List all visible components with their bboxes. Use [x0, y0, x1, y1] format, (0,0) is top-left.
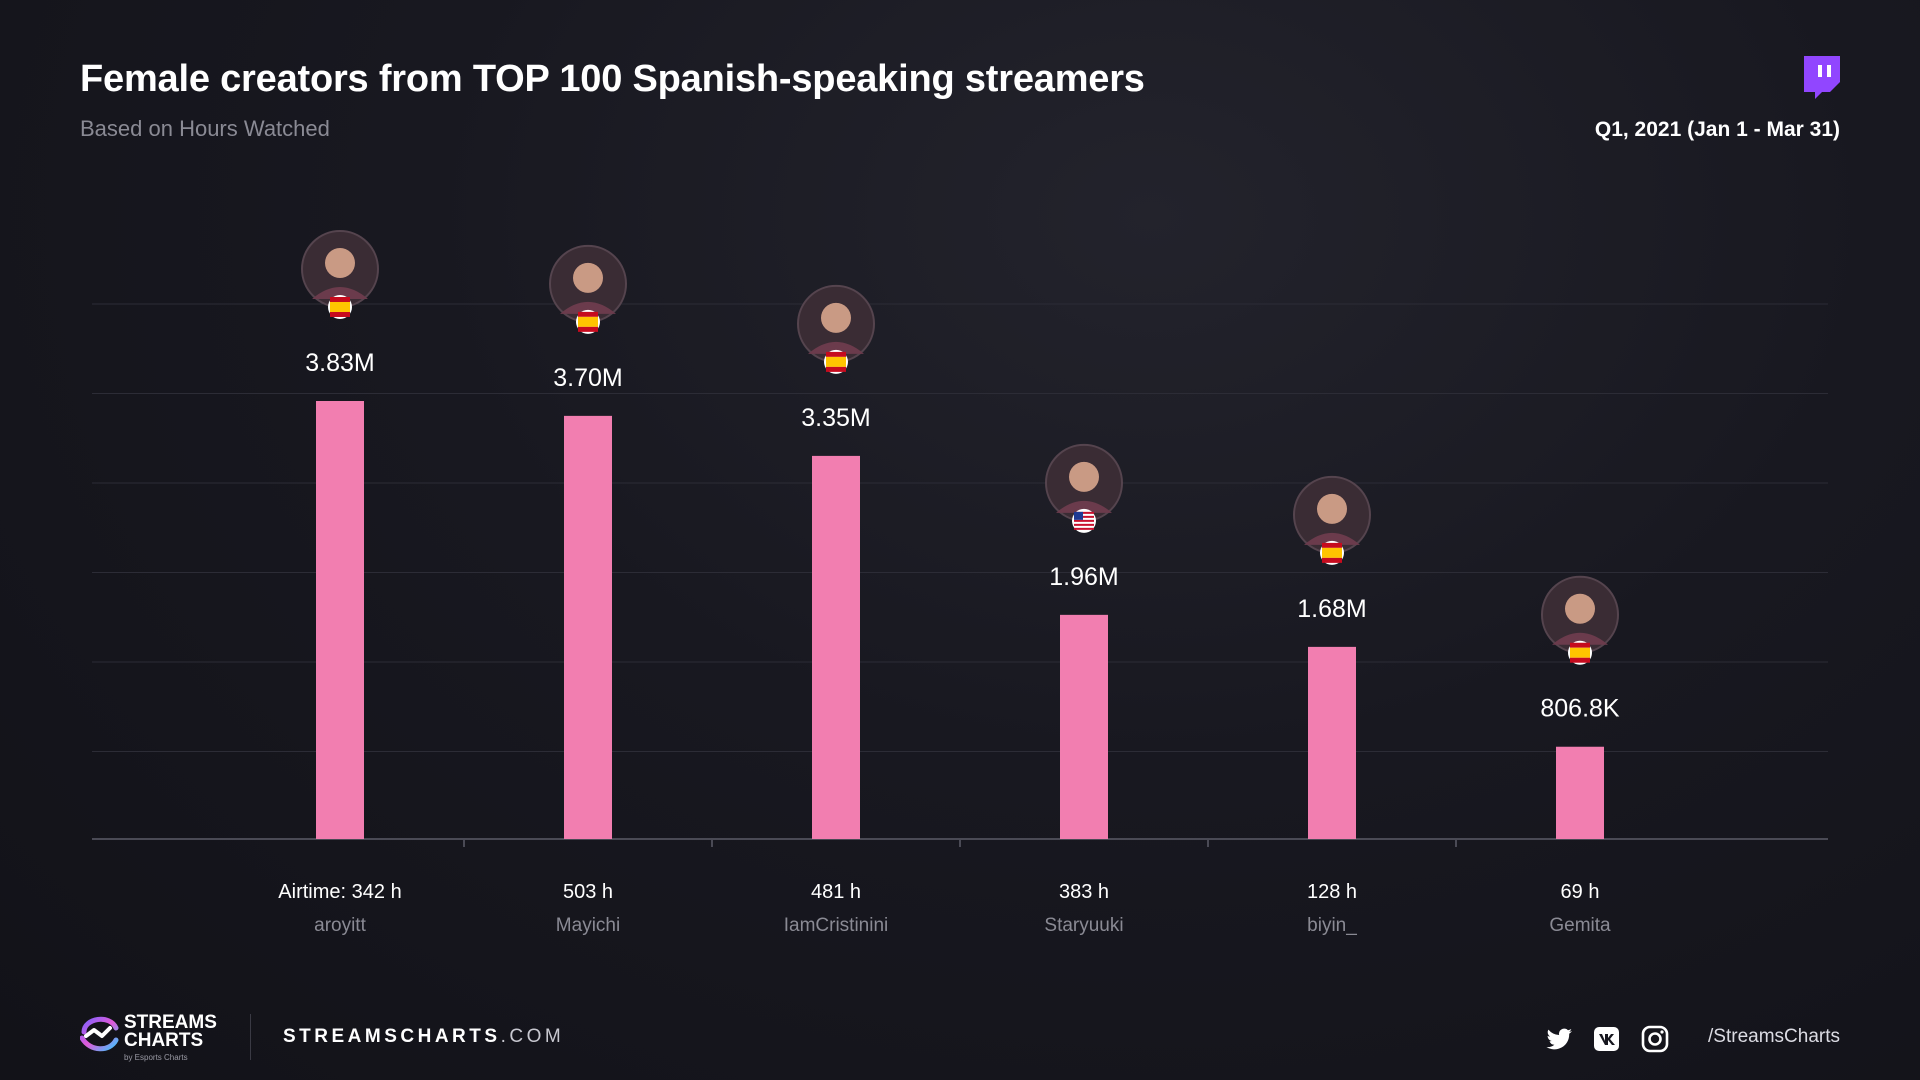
flag-stripe: [578, 326, 598, 332]
avatar-body: [312, 287, 368, 299]
avatar-staryuuki-icon[interactable]: [1045, 443, 1123, 522]
value-label: 1.68M: [1297, 595, 1366, 623]
instagram-icon[interactable]: [1640, 1024, 1670, 1054]
flag-stripe: [1322, 542, 1342, 548]
airtime-label: 69 h: [1561, 881, 1600, 903]
avatar-biyin-icon[interactable]: [1293, 475, 1371, 554]
flag-stripe: [1570, 657, 1590, 663]
avatar-face: [1317, 493, 1347, 524]
flag-stripe: [826, 356, 846, 367]
social-handle[interactable]: /StreamsCharts: [1708, 1026, 1840, 1047]
airtime-label: 383 h: [1059, 881, 1109, 903]
category-label: Staryuuki: [1044, 915, 1123, 936]
avatar-aroyitt-icon[interactable]: [301, 230, 379, 308]
flag-stripe: [1074, 511, 1094, 514]
footer-divider: [250, 1014, 251, 1060]
value-label: 3.35M: [801, 404, 870, 432]
category-label: Mayichi: [556, 915, 620, 936]
brand-subline: by Esports Charts: [124, 1053, 188, 1062]
streamscharts-logo-icon: [80, 1016, 119, 1052]
flag-stripe: [1074, 523, 1094, 526]
flag-stripe: [1074, 527, 1094, 530]
airtime-label: 481 h: [811, 881, 861, 903]
brand-line-2: CHARTS: [124, 1030, 204, 1051]
flag-stripe: [330, 312, 350, 317]
avatar-body: [1056, 500, 1112, 513]
bar-biyin_: [1308, 646, 1356, 839]
flag-stripe: [1322, 557, 1342, 563]
value-label: 3.70M: [553, 364, 622, 392]
airtime-label: 503 h: [563, 881, 613, 903]
spain-flag-icon: [1568, 640, 1592, 665]
value-label: 806.8K: [1540, 695, 1620, 723]
flag-stripe: [1570, 642, 1590, 648]
avatar-face: [573, 262, 603, 293]
avatar-body: [1304, 532, 1360, 545]
flag-stripe: [826, 366, 846, 372]
spain-flag-icon: [576, 309, 600, 334]
category-label: aroyitt: [314, 915, 366, 936]
flag-stripe: [1322, 547, 1342, 558]
bar-Mayichi: [564, 415, 612, 839]
site-name: STREAMSCHARTS: [283, 1026, 501, 1047]
brand-name: STREAMS CHARTS: [124, 1012, 217, 1051]
avatar-body: [1552, 632, 1608, 645]
vk-icon[interactable]: [1592, 1024, 1622, 1054]
avatar-face: [325, 248, 355, 278]
airtime-label: Airtime: 342 h: [278, 881, 401, 903]
flag-stripe: [1570, 647, 1590, 658]
category-label: IamCristinini: [784, 915, 889, 936]
flag-stripe: [330, 302, 350, 312]
site-domain: .COM: [500, 1026, 565, 1047]
brand-line-1: STREAMS: [124, 1012, 217, 1033]
flag-stripe: [330, 297, 350, 302]
chart-subtitle: Based on Hours Watched: [80, 116, 330, 141]
category-label: biyin_: [1307, 915, 1357, 936]
value-label: 3.83M: [305, 349, 374, 377]
bar-Gemita: [1556, 746, 1604, 839]
period-label: Q1, 2021 (Jan 1 - Mar 31): [1594, 118, 1840, 141]
value-label: 1.96M: [1049, 563, 1118, 591]
bar-Staryuuki: [1060, 614, 1108, 839]
avatar-mayichi-icon[interactable]: [549, 244, 627, 323]
avatar-body: [808, 341, 864, 354]
twitter-icon[interactable]: [1544, 1024, 1574, 1054]
spain-flag-icon: [328, 295, 352, 319]
usa-flag-icon: [1072, 508, 1096, 533]
airtime-label: 128 h: [1307, 881, 1357, 903]
website-link[interactable]: STREAMSCHARTS.COM: [283, 1026, 564, 1048]
flag-stripe: [826, 351, 846, 357]
flag-canton: [1074, 511, 1083, 520]
avatar-face: [1565, 593, 1595, 624]
flag-stripe: [1074, 519, 1094, 522]
avatar-face: [1069, 461, 1099, 492]
spain-flag-icon: [1320, 540, 1344, 565]
avatar-body: [560, 301, 616, 314]
avatar-face: [821, 302, 851, 333]
bar-aroyitt: [316, 401, 364, 839]
flag-stripe: [578, 316, 598, 327]
avatar-gemita-icon[interactable]: [1541, 575, 1619, 654]
category-label: Gemita: [1549, 915, 1611, 936]
bar-chart: 3.83M Airtime: 342 h aroyitt 3.70M 503 h Mayi…: [92, 230, 1828, 936]
spain-flag-icon: [824, 349, 848, 374]
chart-title: Female creators from TOP 100 Spanish-spe…: [80, 58, 1145, 100]
twitch-icon: [1804, 56, 1840, 99]
flag-stripe: [578, 311, 598, 317]
flag-stripe: [1074, 515, 1094, 518]
bar-IamCristinini: [812, 455, 860, 839]
